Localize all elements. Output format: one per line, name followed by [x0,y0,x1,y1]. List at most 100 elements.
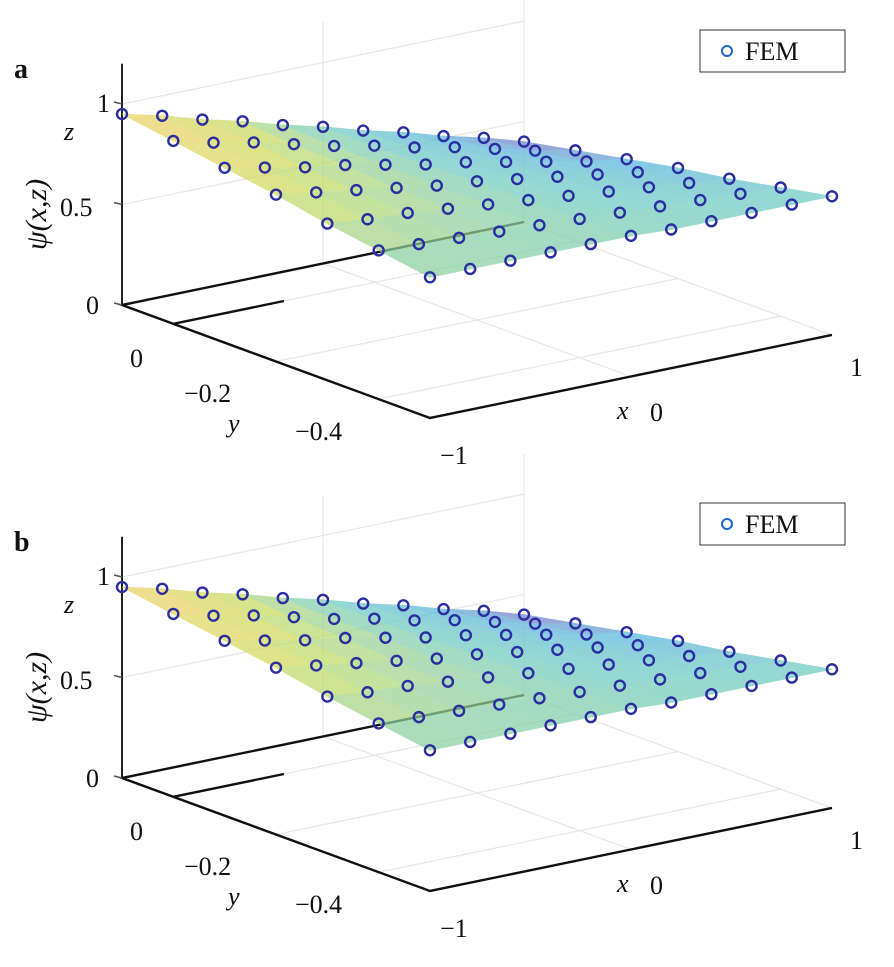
legend-marker-icon [721,518,733,530]
fem-marker [642,181,656,194]
fem-marker [825,663,839,676]
fem-marker [573,685,586,699]
y-tick-label: 0 [130,817,143,846]
fem-marker [551,170,564,183]
z-tick-label: 0.5 [60,193,93,222]
x-axis-label: x [616,396,629,425]
y-axis-label: y [225,409,240,438]
fem-marker [522,193,535,207]
fem-marker [631,639,644,652]
fem-marker [350,183,363,197]
fem-marker [357,124,370,137]
x-tick-label: 0 [650,871,663,900]
fem-marker [671,634,685,648]
fem-marker [430,652,443,665]
z-tick-mark [113,574,123,578]
surface [121,586,833,751]
fem-marker [544,719,557,732]
panel-label: b [14,527,30,558]
fem-marker [327,612,341,626]
fem-marker [218,161,231,174]
fem-marker [316,120,330,134]
fem-marker [167,607,180,621]
fem-marker [528,617,542,630]
fem-marker [437,602,450,616]
fem-marker [452,231,466,245]
fem-marker [734,660,747,674]
fem-marker [470,175,484,188]
fem-marker [510,172,524,186]
fem-marker [551,643,564,656]
z-tick-label: 1 [97,562,110,591]
fem-marker [624,702,638,715]
legend: FEM [699,502,846,546]
fem-marker [613,206,627,219]
fem-marker [390,181,403,195]
fem-marker [258,634,272,647]
fem-marker [624,229,638,242]
legend: FEM [699,29,846,73]
z-tick-mark [113,201,123,206]
fem-marker [522,666,535,680]
fem-marker [309,186,323,199]
fem-marker [397,126,410,139]
fem-marker [379,158,392,171]
fem-marker [562,189,575,203]
fem-marker [372,244,385,257]
fem-marker [671,161,685,175]
fem-marker [361,213,374,226]
fem-marker [115,580,129,594]
fem-marker [350,656,363,670]
fem-marker [276,118,289,132]
fem-marker [463,735,477,749]
fem-marker [774,181,787,194]
fem-marker [540,628,553,641]
fem-marker [339,158,352,172]
fem-marker [321,690,334,703]
fem-marker [207,609,220,622]
panel-b: b 1 0.5 0 z ψ(x,z) 0 −0.2 −0.4 y −1 0 1 x FEM [14,453,863,943]
fem-marker [540,155,553,168]
fem-marker [459,629,473,642]
z-tick-label: 0 [86,291,99,320]
fem-marker [316,593,330,607]
fem-marker [423,744,437,757]
fem-marker [321,217,334,230]
fem-marker [785,198,798,211]
fem-marker [412,710,426,724]
fem-marker [602,185,615,198]
fem-marker [401,206,414,220]
fem-marker [499,628,513,642]
fem-marker [327,139,341,153]
z-axis-label: z [63,590,74,619]
fem-marker [247,609,260,622]
z-tick-mark [113,674,123,679]
fem-marker [269,661,283,674]
fem-marker [517,608,531,621]
floor-axis-lines [117,693,833,893]
fem-marker [620,625,633,639]
fem-marker [357,597,370,610]
y-tick-label: −0.2 [184,379,231,408]
psi-axis-label: ψ(x,z) [20,652,53,723]
fem-marker [591,168,604,181]
fem-marker [207,136,220,149]
gridline-y-floor [378,315,781,400]
fem-marker [298,161,312,174]
fem-marker [584,237,597,251]
fem-marker [573,212,586,226]
fem-marker [613,679,627,692]
fem-marker [463,262,477,276]
fem-marker [155,582,169,596]
fem-marker [664,223,678,236]
fem-marker [155,109,169,123]
z-tick-mark [113,302,123,306]
fem-marker [488,142,502,156]
fem-marker [481,671,495,684]
fem-marker [785,671,798,684]
fem-marker [247,136,260,149]
fem-marker [397,599,410,612]
fem-marker [368,612,381,625]
fem-marker [825,190,839,203]
fem-marker [517,135,531,148]
